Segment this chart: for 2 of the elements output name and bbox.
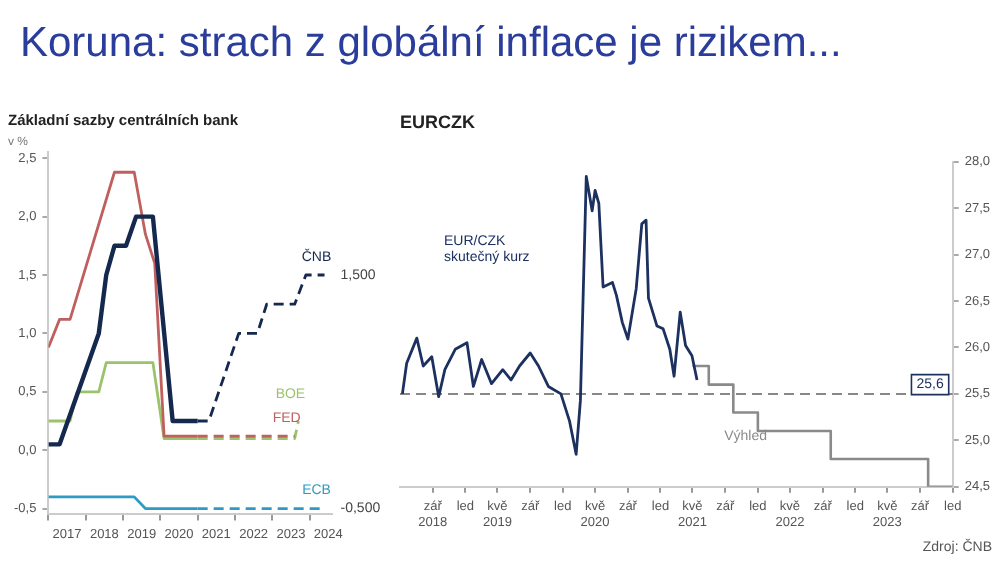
- text: Koruna: strach z globální inflace je rizikem...: [20, 20, 842, 68]
- chart-title: EURCZK: [400, 111, 476, 132]
